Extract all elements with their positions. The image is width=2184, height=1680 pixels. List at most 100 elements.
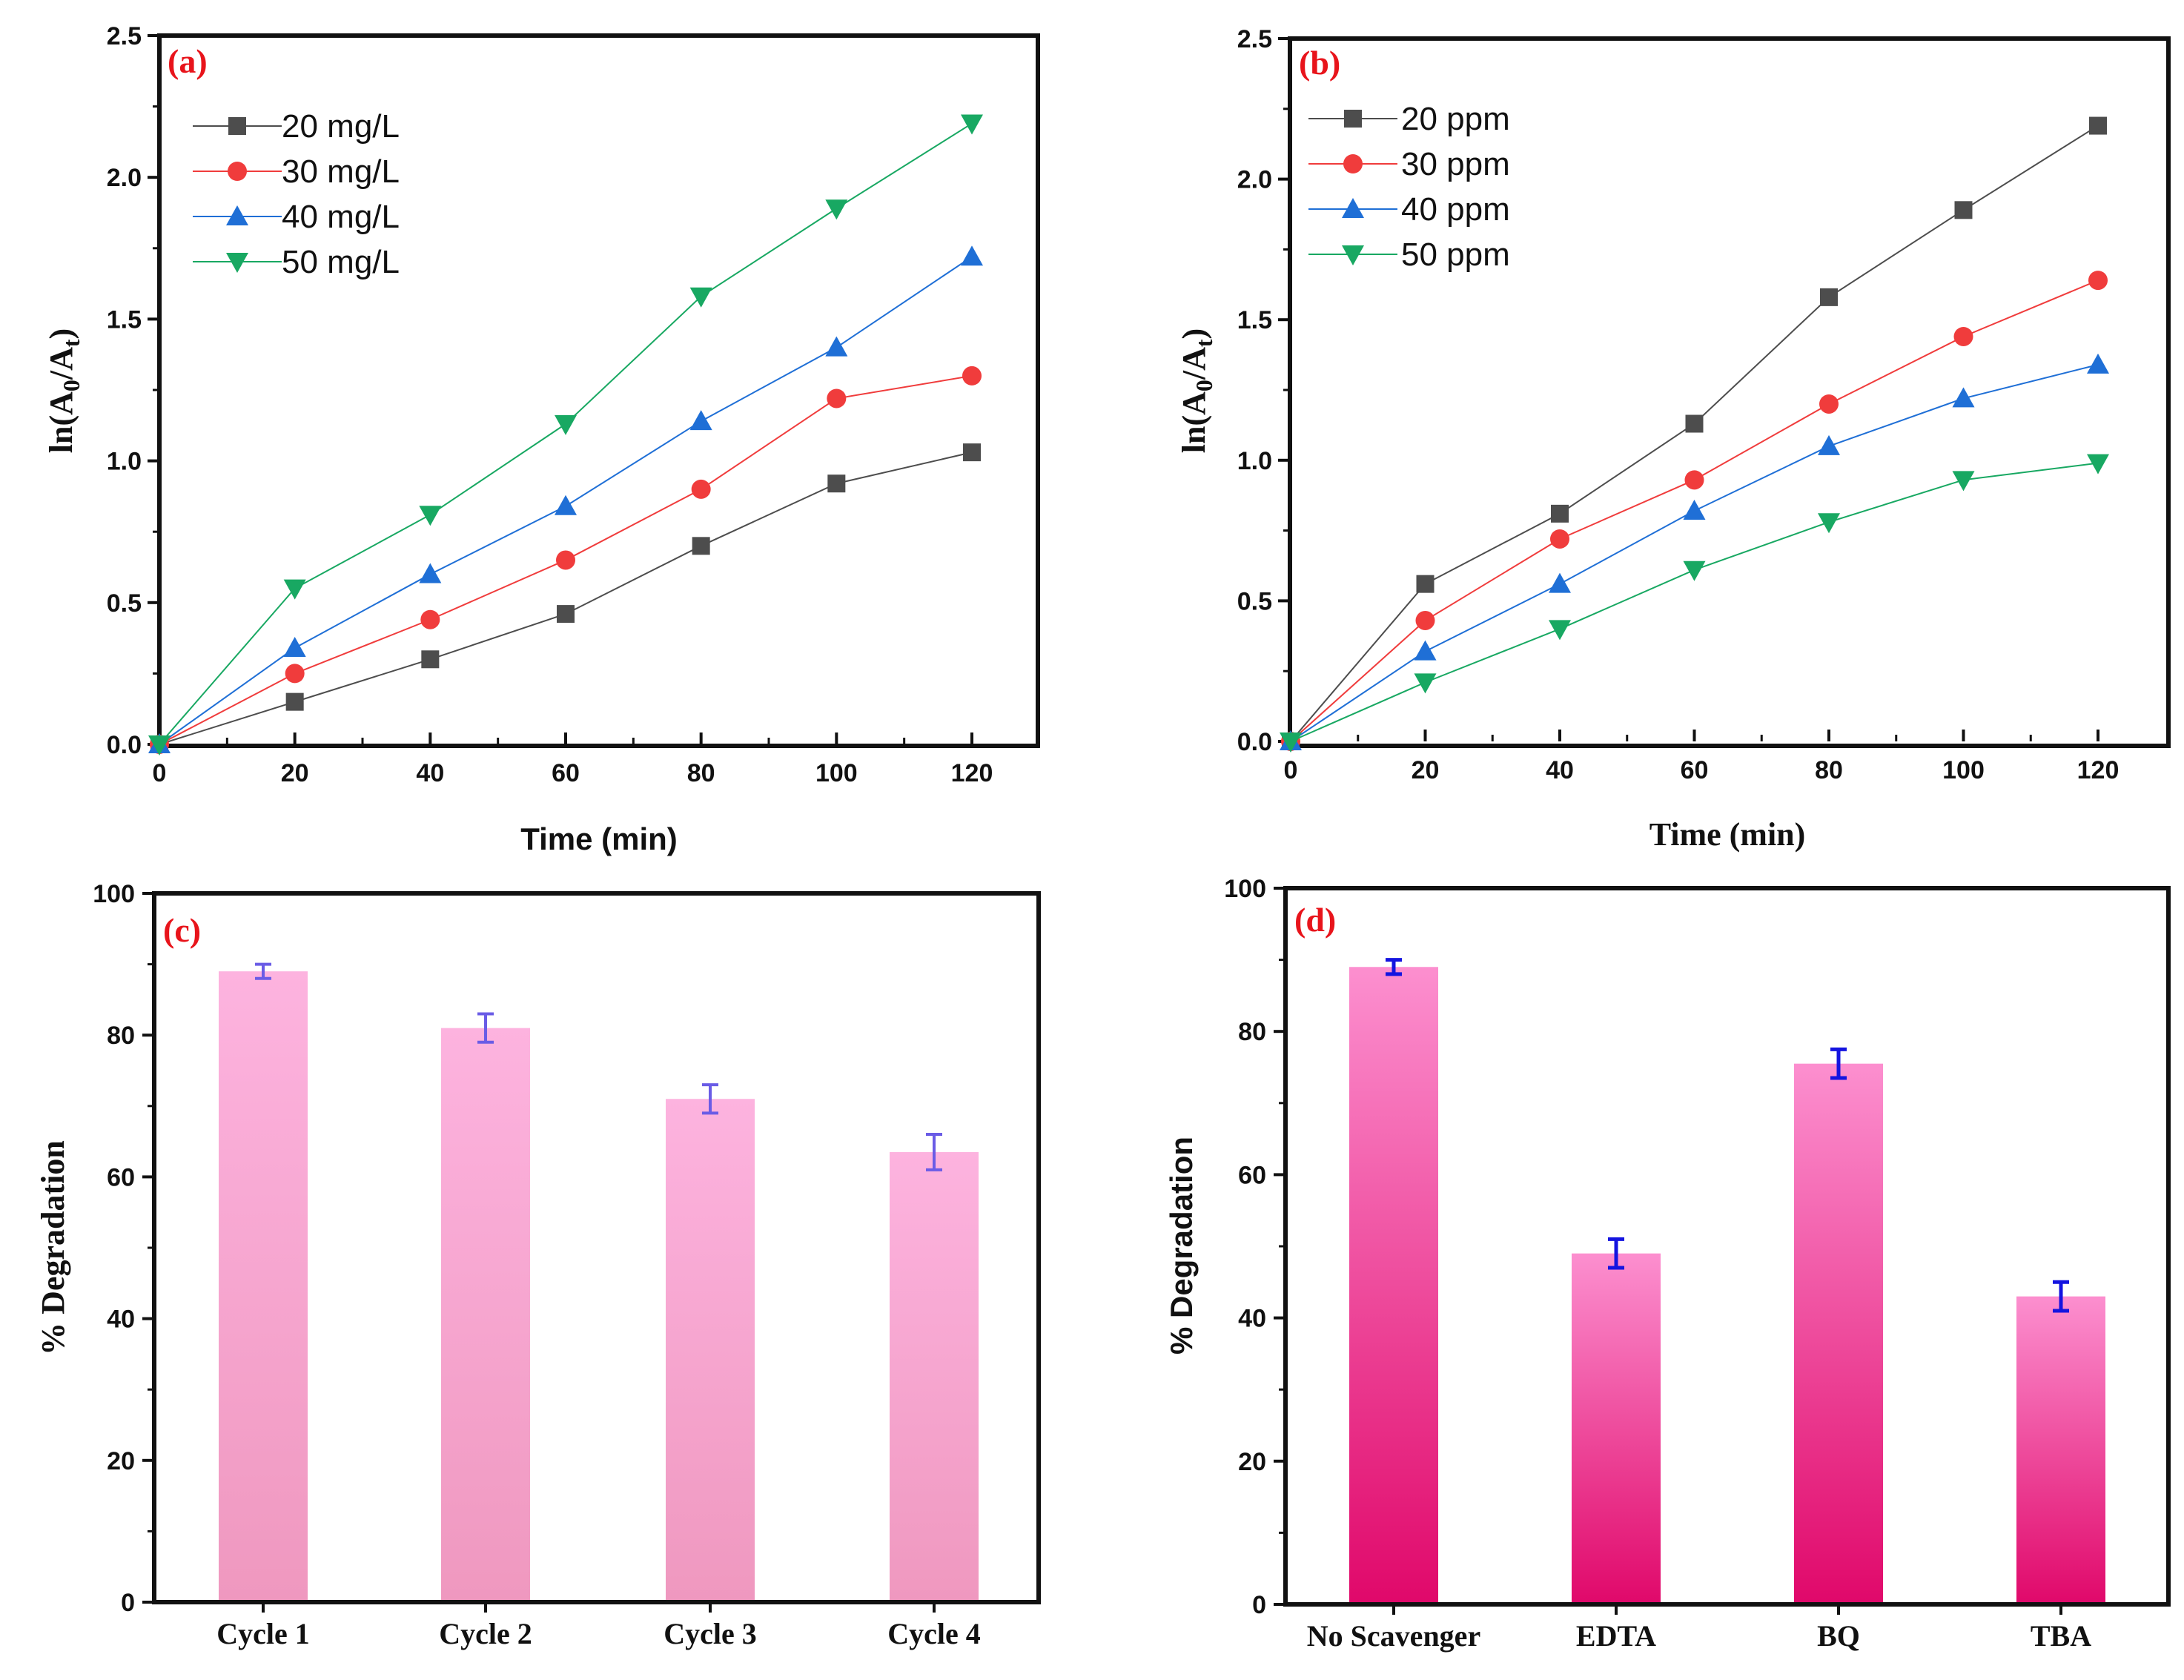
data-point [1952,387,1975,408]
data-point [692,537,710,555]
y-tick-label: 2.0 [1237,166,1272,194]
data-point [557,605,575,624]
data-point [285,664,305,684]
bar [2016,1296,2105,1604]
bar [890,1151,979,1602]
data-point [825,199,848,220]
x-tick-label: 0 [1284,756,1298,784]
data-point [1550,529,1569,549]
legend-marker [1342,198,1364,218]
bar [1572,1253,1661,1604]
bar [219,971,308,1602]
y-axis-title-b: ln(A0/At) [1176,328,1217,453]
y-axis-title-b-end: ) [1176,328,1212,340]
y-tick-label: 1.5 [1237,306,1272,334]
data-point [555,495,577,515]
y-tick-label: 80 [1238,1018,1266,1046]
y-tick-label: 1.0 [1237,447,1272,475]
bar [1794,1063,1883,1604]
data-point [1819,394,1839,414]
panel-b: 0 20 40 60 80 100 120 0.0 0.5 1.0 1.5 2.0 2.5 (b) 20… [1176,25,2171,853]
data-point [1818,513,1840,534]
legend-label: 50 ppm [1401,237,1510,273]
y-axis-title-a-sub1: 0 [58,380,85,391]
y-tick-label: 0.5 [107,589,142,618]
y-axis-title-d: % Degradation [1164,1137,1199,1355]
error-bar [1608,1237,1624,1270]
y-tick-label: 1.0 [107,448,142,476]
x-tick-label: 40 [1546,756,1574,784]
tick-group-d: No Scavenger EDTA BQ TBA 0 20 40 60 80 100 [1224,875,2091,1653]
data-point [1684,470,1704,490]
y-tick-label: 0.0 [107,731,142,759]
x-tick-label: 20 [1412,756,1440,784]
data-point [827,474,846,493]
x-tick-label: Cycle 2 [439,1617,532,1650]
x-tick-label: 0 [153,759,167,787]
x-tick-label: 100 [1942,756,1985,784]
data-point [283,579,306,600]
series-group-a [148,114,983,755]
y-axis-title-b-sub1: 0 [1191,380,1217,391]
error-bar [926,1133,942,1171]
y-tick-label: 0 [1252,1591,1266,1619]
data-point [148,735,171,755]
data-point [689,287,712,308]
panel-label-b: (b) [1299,44,1340,82]
y-axis-title-a: ln(A0/At) [43,328,85,453]
y-tick-label: 100 [93,880,135,908]
y-axis-title-b-sub2: t [1191,339,1217,347]
y-tick-label: 60 [107,1163,135,1191]
legend-marker [228,117,246,135]
y-tick-label: 100 [1224,875,1266,903]
data-point [419,506,442,526]
y-tick-label: 1.5 [107,305,142,334]
data-point [1683,560,1706,581]
x-tick-label: 20 [281,759,309,787]
y-tick-label: 60 [1238,1161,1266,1189]
tick-group-c: Cycle 1 Cycle 2 Cycle 3 Cycle 4 0 20 40 60 80 100 [93,880,980,1650]
y-tick-label: 40 [1238,1305,1266,1333]
y-axis-title-a-sub2: t [58,339,85,347]
legend-a: 20 mg/L 30 mg/L 40 mg/L 50 mg/L [193,108,400,280]
data-point [2087,454,2109,474]
x-tick-label: BQ [1817,1619,1860,1653]
error-bar [702,1083,718,1115]
data-point [283,636,306,657]
legend-label: 40 mg/L [282,199,400,235]
legend-label: 20 ppm [1401,101,1510,137]
y-tick-label: 2.0 [107,164,142,192]
data-point [1549,620,1571,641]
legend-label: 50 mg/L [282,244,400,280]
y-tick-label: 2.5 [1237,25,1272,53]
data-point [827,388,847,409]
data-point [2088,271,2108,291]
x-tick-label: 60 [552,759,580,787]
y-tick-label: 20 [1238,1448,1266,1476]
x-tick-label: 80 [687,759,715,787]
x-tick-label: No Scavenger [1307,1619,1480,1653]
x-tick-label: EDTA [1576,1619,1656,1653]
legend-marker [1343,154,1363,173]
legend-marker [226,253,248,273]
data-point [285,692,304,711]
legend-marker [226,205,248,225]
x-tick-label: 60 [1681,756,1709,784]
data-point [691,479,711,499]
x-tick-label: 100 [815,759,858,787]
x-tick-label: Cycle 3 [664,1617,757,1650]
panel-label-d: (d) [1294,901,1336,939]
error-bar [1386,958,1402,976]
y-tick-label: 0.0 [1237,728,1272,756]
x-tick-label: Cycle 4 [887,1617,981,1650]
plot-frame-b [1288,36,2171,748]
bar-group-c [219,962,979,1602]
series-group-b [1280,116,2109,753]
bar [1349,967,1438,1604]
data-point [1415,610,1435,630]
data-point [962,366,982,386]
data-point [1549,572,1571,593]
error-bar [2053,1280,2069,1313]
data-point [963,443,981,462]
data-point [555,414,577,435]
